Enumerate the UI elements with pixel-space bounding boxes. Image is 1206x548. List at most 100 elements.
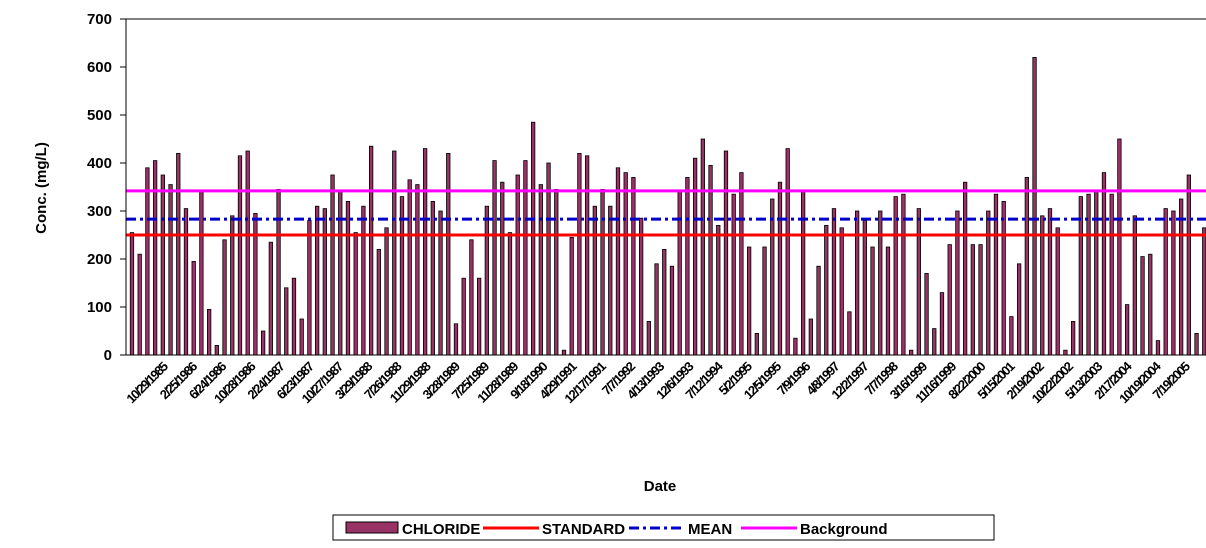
chloride-bar xyxy=(970,244,975,356)
chloride-bar xyxy=(1163,208,1168,356)
y-tick-label: 700 xyxy=(87,11,112,28)
chloride-bar xyxy=(669,265,675,356)
chloride-bar xyxy=(1178,198,1184,356)
chloride-bar xyxy=(1132,215,1137,356)
chloride-bar xyxy=(1047,208,1053,356)
chloride-bar xyxy=(276,188,281,356)
chloride-bar xyxy=(1155,340,1161,356)
chloride-bar xyxy=(1148,253,1153,356)
y-tick-label: 200 xyxy=(87,251,112,268)
chloride-bar xyxy=(168,184,173,356)
x-axis-title: Date xyxy=(644,478,677,495)
chloride-bar xyxy=(1140,256,1145,356)
chloride-bar xyxy=(723,150,729,356)
chloride-bar xyxy=(345,200,351,356)
chloride-bar xyxy=(1124,304,1130,356)
chloride-bar xyxy=(500,181,505,356)
legend: CHLORIDE STANDARD MEAN Background xyxy=(332,514,995,541)
chloride-bar xyxy=(1070,320,1076,356)
chloride-bar xyxy=(137,253,142,356)
chloride-bar xyxy=(839,227,844,356)
chloride-bar xyxy=(330,174,335,356)
chloride-bar xyxy=(816,265,821,356)
chloride-bar xyxy=(947,244,952,356)
y-tick-label: 400 xyxy=(87,155,112,172)
chloride-bar xyxy=(577,152,582,356)
legend-box xyxy=(332,514,995,541)
chloride-bar xyxy=(1194,332,1199,356)
legend-label-mean: MEAN xyxy=(688,521,732,538)
chloride-bar xyxy=(237,155,243,356)
chloride-bar xyxy=(793,337,798,356)
chloride-bar xyxy=(924,272,929,356)
chloride-bar xyxy=(230,215,235,356)
legend-label-background: Background xyxy=(800,521,888,538)
chloride-bar xyxy=(1001,200,1006,356)
chloride-bar xyxy=(878,210,883,356)
chloride-bar xyxy=(800,191,806,356)
chloride-bar xyxy=(608,205,613,356)
chloride-bar xyxy=(847,311,852,356)
chloride-bar xyxy=(569,236,574,356)
chloride-bar xyxy=(129,232,135,356)
chloride-bar xyxy=(1117,138,1122,356)
chloride-bar xyxy=(368,145,374,356)
chloride-bar xyxy=(885,246,891,356)
chloride-bar xyxy=(592,205,597,356)
reference-lines xyxy=(126,189,1206,237)
chloride-bar xyxy=(561,349,567,356)
chloride-bar xyxy=(245,150,250,356)
chloride-bar xyxy=(453,323,459,356)
chloride-bar xyxy=(978,244,983,356)
chloride-bar xyxy=(291,277,297,356)
chloride-bar xyxy=(986,210,991,356)
axes xyxy=(120,18,1206,356)
chloride-bar xyxy=(716,224,721,356)
chloride-bar xyxy=(515,174,520,356)
chloride-bar xyxy=(222,239,227,356)
chloride-bar xyxy=(469,239,474,356)
chloride-bar xyxy=(145,167,150,356)
chloride-bar xyxy=(785,148,790,356)
legend-label-chloride: CHLORIDE xyxy=(402,521,480,538)
y-axis-tick-labels: 0 100 200 300 400 500 600 700 xyxy=(87,11,112,364)
chloride-bar xyxy=(631,176,636,356)
chloride-bars xyxy=(129,57,1206,356)
chloride-bar xyxy=(731,193,736,356)
chloride-bar xyxy=(646,320,651,356)
chloride-bar xyxy=(1016,263,1022,356)
chloride-bar xyxy=(692,157,698,356)
chloride-bar xyxy=(600,188,605,356)
chloride-bar xyxy=(415,184,420,356)
chloride-bar xyxy=(183,208,189,356)
chloride-bar xyxy=(284,287,289,356)
chloride-bar xyxy=(623,172,628,356)
chloride-bar xyxy=(338,191,343,356)
y-tick-label: 300 xyxy=(87,203,112,220)
chloride-bar xyxy=(700,138,705,356)
y-tick-label: 0 xyxy=(104,347,112,364)
chloride-bar xyxy=(831,208,837,356)
y-tick-label: 100 xyxy=(87,299,112,316)
chloride-bar xyxy=(268,241,273,356)
chloride-bar xyxy=(615,167,621,356)
chloride-bar xyxy=(422,148,428,356)
chloride-bar xyxy=(916,208,921,356)
chloride-bar xyxy=(685,176,690,356)
chloride-bar xyxy=(1094,191,1099,356)
chloride-bar xyxy=(314,205,320,356)
chloride-bar xyxy=(484,205,489,356)
chloride-bar xyxy=(1063,349,1068,356)
chloride-bar xyxy=(824,224,829,356)
chloride-bar xyxy=(438,210,443,356)
chloride-bar xyxy=(854,210,860,356)
chloride-bar xyxy=(446,152,451,356)
chloride-bar xyxy=(777,181,783,356)
legend-swatch-chloride xyxy=(345,521,399,534)
chloride-bar xyxy=(160,174,165,356)
chloride-bar xyxy=(191,260,196,356)
chloride-bar xyxy=(1202,227,1206,356)
chloride-bar xyxy=(176,152,181,356)
chloride-bar xyxy=(307,220,312,356)
